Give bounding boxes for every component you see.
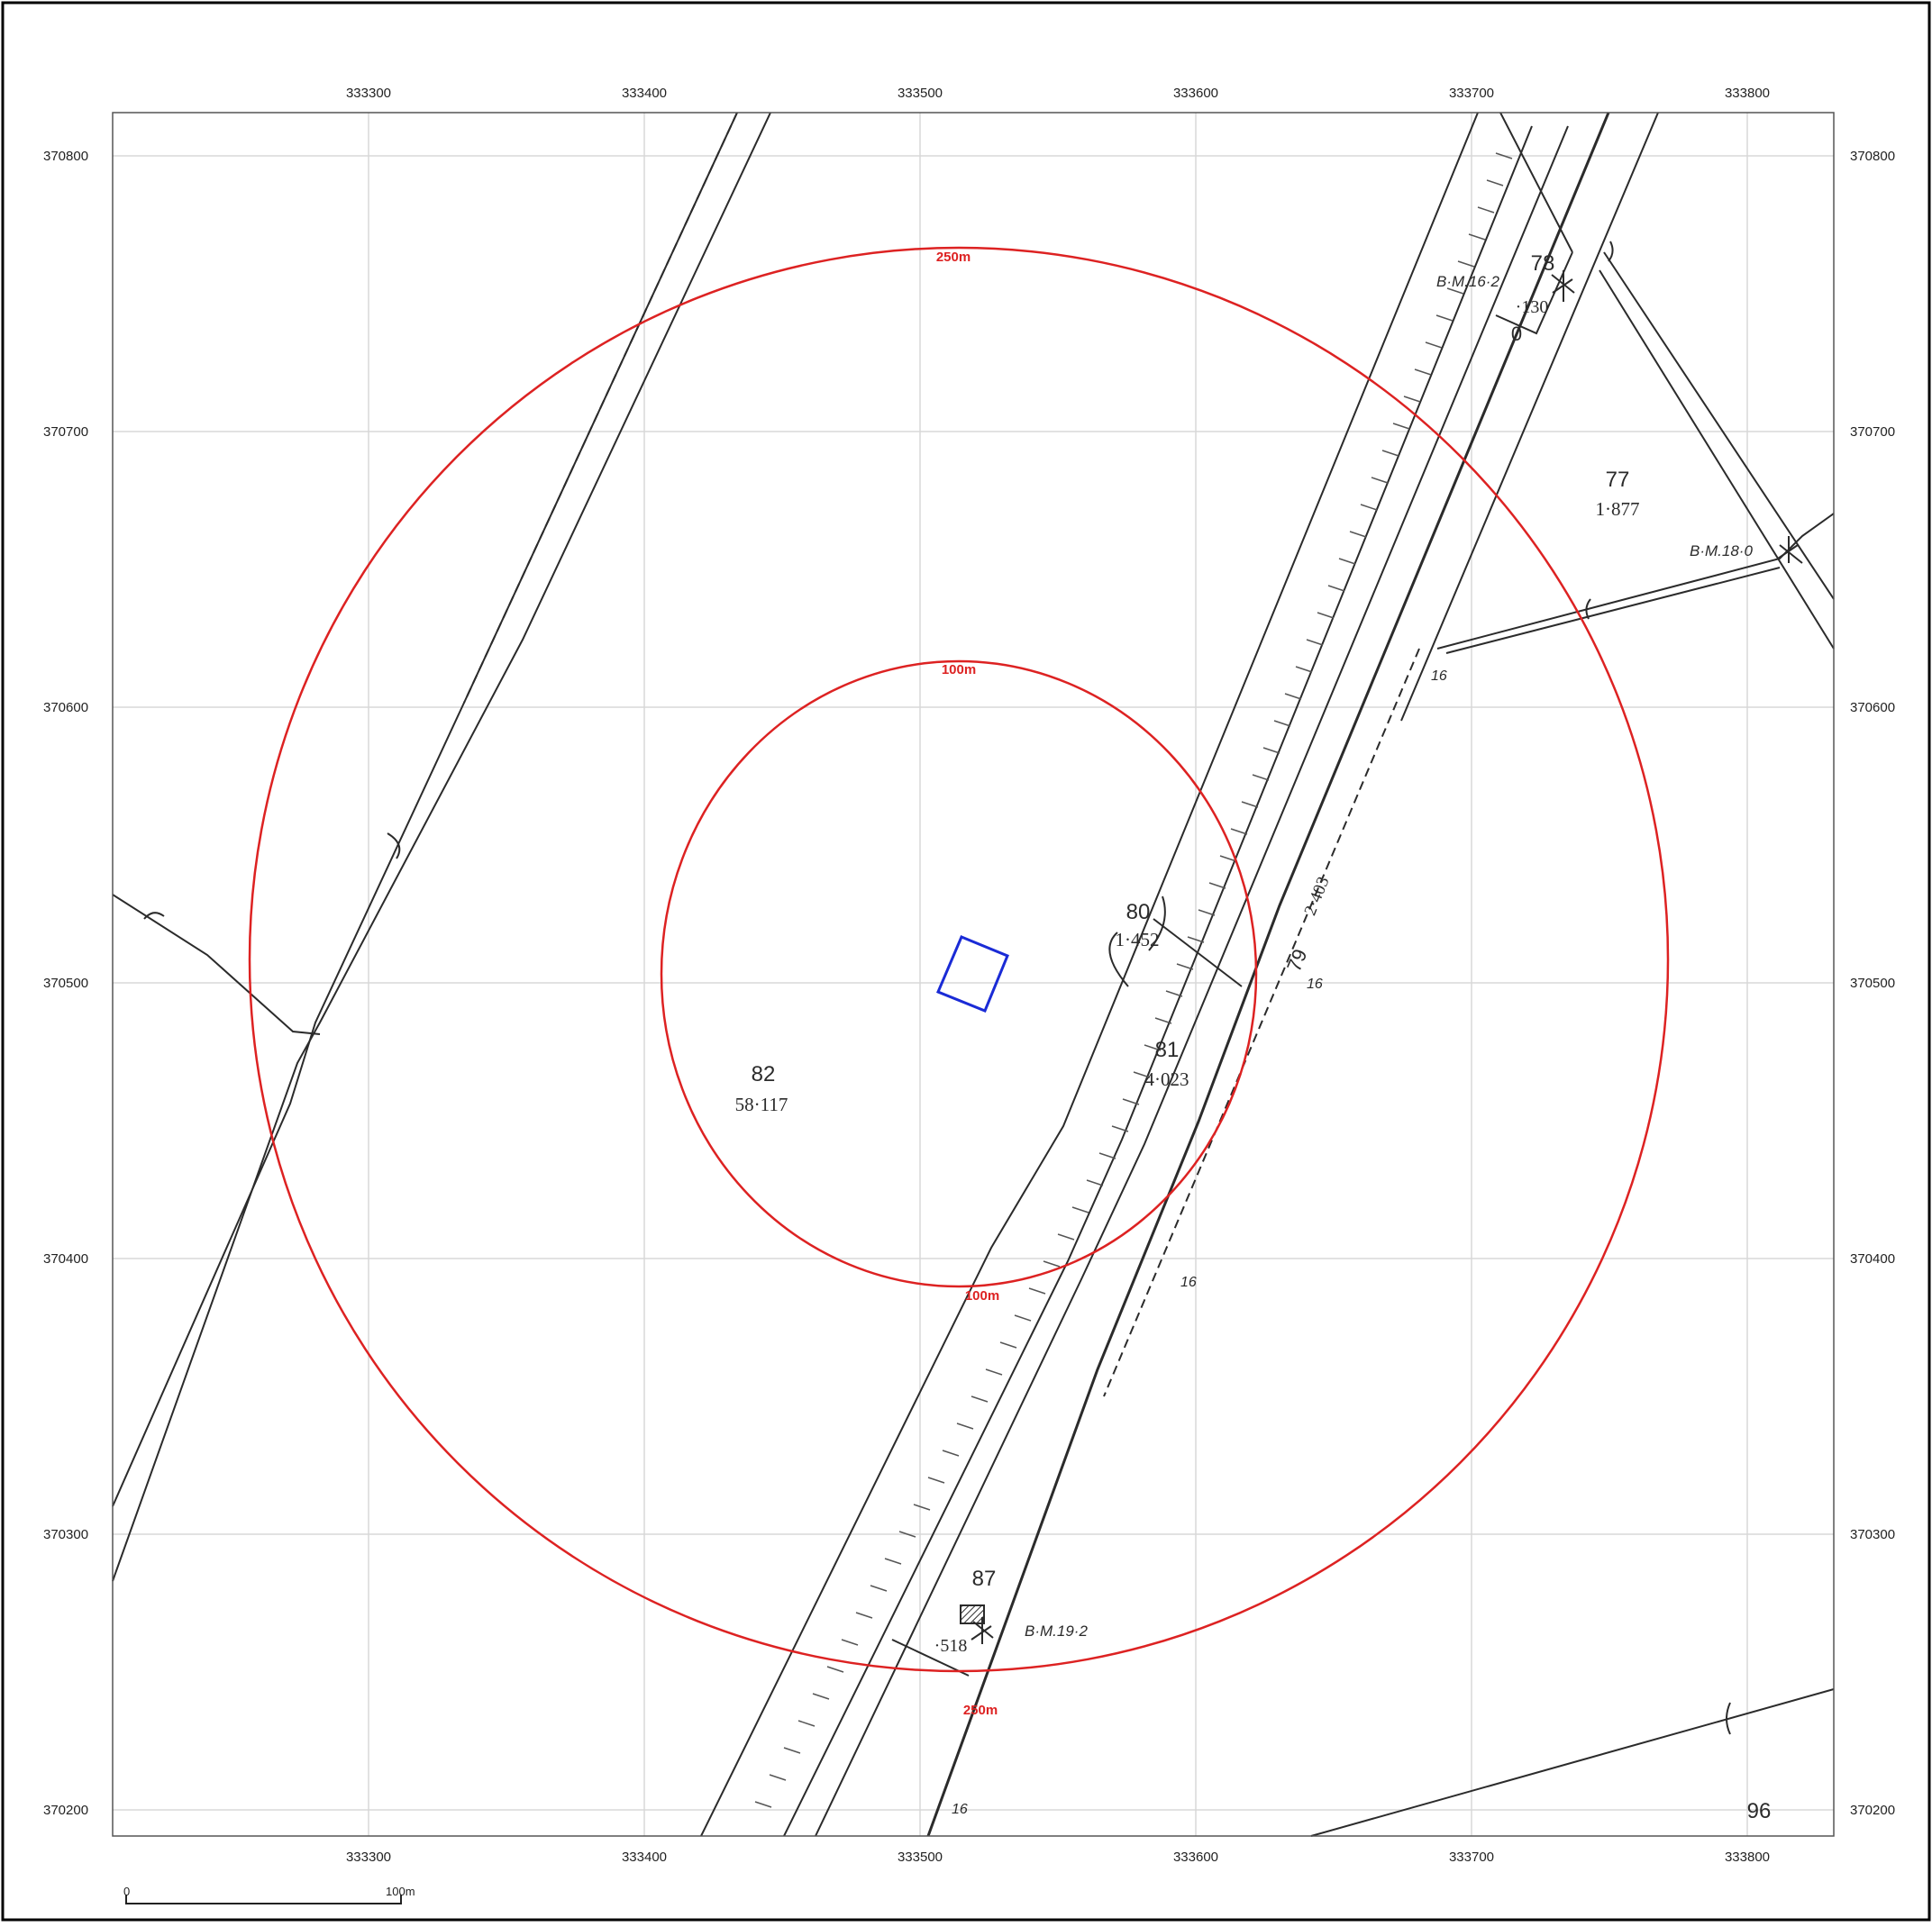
buffer-label-100m-bottom: 100m: [965, 1288, 999, 1304]
field-boundary-se: [1310, 1688, 1835, 1837]
y-tick-left: 370700: [43, 424, 88, 440]
benchmark-label: B·M.19·2: [1025, 1622, 1088, 1640]
parcel-id-78: 78: [1531, 251, 1555, 276]
boundary-tie-se: [1726, 1702, 1731, 1735]
field-boundary-ne-2: [1603, 251, 1835, 600]
x-axis-labels-top: 333300 333400 333500 333600 333700 33380…: [346, 86, 1770, 101]
x-tick-bottom: 333700: [1449, 1850, 1494, 1865]
parcel-area-78: ·130: [1516, 297, 1549, 317]
x-tick-top: 333800: [1725, 86, 1770, 101]
benchmark-arrow-icon: [971, 1617, 994, 1644]
buffer-250m: [248, 246, 1670, 1673]
field-boundary-ne-3: [1436, 513, 1835, 650]
buffer-label-100m-top: 100m: [942, 662, 976, 677]
parcel-id-82: 82: [752, 1062, 776, 1086]
y-tick-left: 370200: [43, 1803, 88, 1818]
map-linework: [112, 112, 1835, 1837]
x-tick-bottom: 333500: [898, 1850, 943, 1865]
y-tick-right: 370300: [1850, 1527, 1895, 1542]
cutting-east-edge: [783, 125, 1533, 1837]
scale-bar: 0 100m: [123, 1885, 415, 1904]
y-tick-right: 370200: [1850, 1803, 1895, 1818]
parcel-id-81: 81: [1155, 1038, 1180, 1062]
y-tick-right: 370800: [1850, 149, 1895, 164]
cutting-west-edge: [700, 112, 1479, 1837]
x-tick-top: 333400: [622, 86, 667, 101]
boundary-tie-2: [387, 832, 401, 859]
parcel-area-80: 1·452: [1116, 929, 1160, 950]
y-tick-right: 370700: [1850, 424, 1895, 440]
parcel-area-81: 4·023: [1145, 1068, 1189, 1090]
y-axis-labels-right: 370800 370700 370600 370500 370400 37030…: [1850, 149, 1895, 1818]
parcel-87-boundary: [891, 1639, 970, 1677]
parcel-area-82: 58·117: [735, 1094, 788, 1115]
benchmark-symbols: [971, 270, 1803, 1644]
field-boundary-ne-5: [1499, 112, 1573, 253]
y-tick-right: 370500: [1850, 976, 1895, 991]
scale-bar-start: 0: [123, 1885, 130, 1898]
rail-line-2: [926, 112, 1610, 1837]
y-tick-left: 370400: [43, 1251, 88, 1267]
parcel-80-arrow: [1153, 918, 1243, 987]
track-dashed: [463, 112, 738, 704]
x-tick-bottom: 333300: [346, 1850, 391, 1865]
benchmark-labels: B·M.16·2 B·M.18·0 B·M.19·2: [1025, 273, 1753, 1640]
misc-label-0: 0: [1511, 323, 1522, 345]
buffer-label-250m-top: 250m: [936, 250, 971, 265]
grid-lines: [113, 113, 1834, 1836]
brace-80: [1108, 895, 1166, 987]
buffer-100m: [660, 659, 1258, 1288]
y-tick-right: 370600: [1850, 700, 1895, 715]
scale-bar-end: 100m: [386, 1885, 415, 1898]
spot-height-label: 16: [1180, 1275, 1197, 1290]
y-tick-left: 370600: [43, 700, 88, 715]
parcel-id-87: 87: [972, 1567, 997, 1591]
y-tick-left: 370500: [43, 976, 88, 991]
benchmark-arrow-icon: [1777, 536, 1803, 564]
embankment-hatching: [754, 152, 1513, 1808]
benchmark-label: B·M.18·0: [1690, 542, 1753, 559]
spot-heights: 16 16 16 16: [952, 668, 1447, 1817]
rail-dashed: [1103, 648, 1420, 1397]
x-tick-bottom: 333400: [622, 1850, 667, 1865]
spot-height-label: 16: [1431, 668, 1447, 684]
y-axis-labels-left: 370800 370700 370600 370500 370400 37030…: [43, 149, 88, 1818]
x-tick-bottom: 333600: [1173, 1850, 1218, 1865]
rail-line-1: [815, 125, 1569, 1837]
parcel-area-87: ·518: [934, 1636, 968, 1656]
parcel-78-outline: [1495, 251, 1573, 335]
parcel-id-80: 80: [1126, 900, 1151, 924]
field-boundary-ne-1: [1599, 269, 1835, 650]
site-boundary: [936, 935, 1009, 1013]
y-tick-right: 370400: [1850, 1251, 1895, 1267]
x-tick-top: 333600: [1173, 86, 1218, 101]
x-tick-top: 333700: [1449, 86, 1494, 101]
scale-bar-line: [125, 1895, 402, 1904]
x-tick-bottom: 333800: [1725, 1850, 1770, 1865]
map-frame: [112, 112, 1835, 1837]
boundary-ties-ne: [1585, 241, 1614, 620]
x-axis-labels-bottom: 333300 333400 333500 333600 333700 33380…: [346, 1850, 1770, 1865]
spot-height-label: 16: [1307, 977, 1323, 992]
field-boundary-ne-4: [1445, 567, 1781, 654]
benchmark-label: B·M.16·2: [1436, 273, 1499, 290]
x-tick-top: 333300: [346, 86, 391, 101]
benchmark-arrow-icon: [1551, 270, 1575, 302]
parcel-id-77: 77: [1606, 468, 1630, 492]
road-west-edge: [112, 112, 771, 1582]
spot-height-label: 16: [952, 1802, 968, 1817]
road-east-edge: [1400, 112, 1659, 722]
y-tick-left: 370300: [43, 1527, 88, 1542]
building-87: [960, 1604, 985, 1624]
buffer-label-250m-bottom: 250m: [963, 1703, 998, 1718]
parcel-id-96: 96: [1747, 1799, 1772, 1823]
boundary-tie-1: [143, 912, 165, 920]
parcel-area-77: 1·877: [1596, 498, 1640, 520]
y-tick-left: 370800: [43, 149, 88, 164]
x-tick-top: 333500: [898, 86, 943, 101]
